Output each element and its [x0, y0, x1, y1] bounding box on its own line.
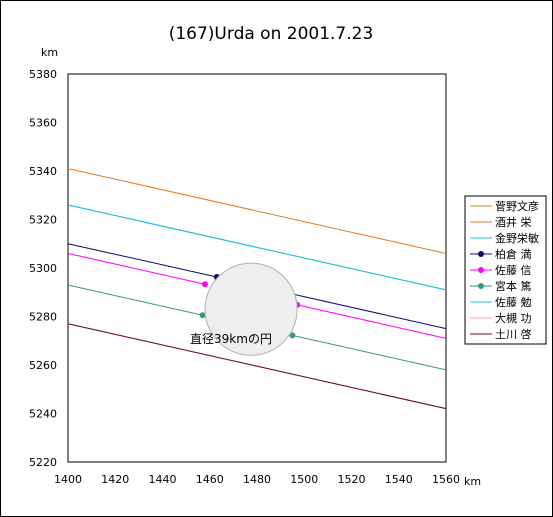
x-tick-label: 1460 — [196, 473, 224, 486]
series-line — [289, 292, 447, 330]
y-tick-label: 5280 — [29, 311, 57, 324]
series-line — [67, 243, 217, 278]
legend-label: 土川 啓 — [495, 327, 532, 341]
legend-label: 大槻 功 — [495, 311, 532, 325]
x-tick-label: 1560 — [432, 473, 460, 486]
legend-marker — [478, 267, 484, 273]
x-tick-label: 1400 — [54, 473, 82, 486]
y-tick-label: 5260 — [29, 359, 57, 372]
x-tick-label: 1540 — [385, 473, 413, 486]
legend-label: 酒井 栄 — [495, 215, 532, 229]
y-tick-label: 5340 — [29, 165, 57, 178]
x-tick-label: 1500 — [290, 473, 318, 486]
y-tick-label: 5380 — [29, 68, 57, 81]
series-line — [67, 168, 447, 254]
x-tick-label: 1420 — [101, 473, 129, 486]
series-line — [292, 334, 447, 371]
series-point — [289, 332, 296, 339]
y-tick-label: 5360 — [29, 117, 57, 130]
series-point — [199, 312, 206, 319]
y-tick-label: 5240 — [29, 408, 57, 421]
legend-label: 菅野文彦 — [495, 199, 539, 213]
series-point — [202, 281, 209, 288]
series-line — [67, 204, 447, 291]
legend-marker — [478, 251, 484, 257]
x-axis-label: km — [464, 475, 481, 488]
size-circle — [204, 262, 298, 356]
y-axis-label: km — [41, 46, 58, 59]
annotation-label: 直径39kmの円 — [190, 332, 272, 346]
x-tick-label: 1440 — [149, 473, 177, 486]
legend-marker — [478, 283, 484, 289]
x-tick-label: 1480 — [243, 473, 271, 486]
legend-label: 佐藤 信 — [495, 263, 532, 277]
series-line — [67, 284, 203, 316]
series-line — [67, 323, 447, 410]
x-tick-label: 1520 — [338, 473, 366, 486]
legend-label: 金野栄敏 — [495, 231, 539, 245]
series-line — [297, 304, 447, 339]
y-tick-label: 5300 — [29, 262, 57, 275]
series-line — [67, 252, 206, 285]
legend-label: 柏倉 満 — [495, 247, 532, 261]
y-tick-label: 5220 — [29, 456, 57, 469]
chart-title: (167)Urda on 2001.7.23 — [169, 24, 374, 44]
legend-label: 宮本 篤 — [495, 279, 532, 293]
y-tick-label: 5320 — [29, 214, 57, 227]
legend-label: 佐藤 勉 — [495, 295, 532, 309]
